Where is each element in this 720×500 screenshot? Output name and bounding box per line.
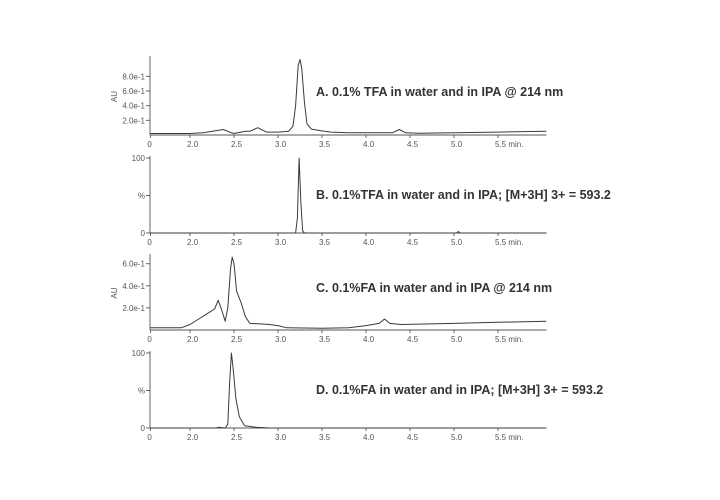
x-tick-label: 0 xyxy=(147,335,152,344)
x-tick-label: 3.0 xyxy=(275,335,287,344)
y-axis-label: AU xyxy=(110,287,119,298)
y-tick-label: 2.0e-1 xyxy=(122,304,145,313)
x-tick-label: 5.5 min. xyxy=(495,335,523,344)
x-tick-label: 4.5 xyxy=(407,238,419,247)
x-tick-label: 3.5 xyxy=(319,433,331,442)
x-tick-label: 4.5 xyxy=(407,140,419,149)
y-tick-label: 6.0e-1 xyxy=(122,87,145,96)
y-tick-label: 0 xyxy=(141,424,146,433)
x-tick-label: 2.0 xyxy=(187,433,199,442)
x-tick-label: 4.5 xyxy=(407,335,419,344)
x-tick-label: 2.5 xyxy=(231,238,243,247)
panel-d: 0 2.0 2.5 3.0 3.5 4.0 4.5 5.0 5.5 min. 0% 100 D. 0.… xyxy=(132,349,604,442)
x-tick-label: 5.0 xyxy=(451,335,463,344)
x-tick-label: 3.0 xyxy=(275,433,287,442)
x-tick-label: 2.0 xyxy=(187,140,199,149)
panel-title: B. 0.1%TFA in water and in IPA; [M+3H] 3… xyxy=(316,188,611,202)
x-tick-label: 0 xyxy=(147,238,152,247)
series-line xyxy=(150,352,547,429)
series-line xyxy=(150,256,547,329)
panel-title: D. 0.1%FA in water and in IPA; [M+3H] 3+… xyxy=(316,383,603,397)
y-tick-label: 4.0e-1 xyxy=(122,102,145,111)
x-tick-label: 3.5 xyxy=(319,335,331,344)
x-tick-label: 3.0 xyxy=(275,238,287,247)
series-line xyxy=(150,59,547,134)
x-tick-label: 3.5 xyxy=(319,238,331,247)
panel-title: C. 0.1%FA in water and in IPA @ 214 nm xyxy=(316,281,552,295)
y-tick-label: 4.0e-1 xyxy=(122,282,145,291)
y-tick-label: 8.0e-1 xyxy=(122,72,145,81)
panel-a: 0 2.0 2.5 3.0 3.5 4.0 4.5 5.0 5.5 min. 2.0e-1 4.0e… xyxy=(110,56,563,149)
x-tick-label: 4.5 xyxy=(407,433,419,442)
y-tick-label: 6.0e-1 xyxy=(122,260,145,269)
x-tick-label: 5.0 xyxy=(451,433,463,442)
x-tick-label: 5.0 xyxy=(451,238,463,247)
series-line xyxy=(150,157,547,234)
x-tick-label: 5.5 min. xyxy=(495,433,523,442)
x-tick-label: 4.0 xyxy=(363,140,375,149)
y-tick-label: % xyxy=(138,192,145,201)
x-tick-label: 0 xyxy=(147,140,152,149)
x-tick-label: 3.0 xyxy=(275,140,287,149)
panel-b: 0 2.0 2.5 3.0 3.5 4.0 4.5 5.0 5.5 min. 0% 100 B. 0.… xyxy=(132,154,611,247)
x-tick-label: 2.0 xyxy=(187,238,199,247)
y-tick-label: 0 xyxy=(141,229,146,238)
x-tick-label: 0 xyxy=(147,433,152,442)
x-tick-label: 5.0 xyxy=(451,140,463,149)
y-tick-label: 2.0e-1 xyxy=(122,116,145,125)
x-tick-label: 3.5 xyxy=(319,140,331,149)
x-tick-label: 4.0 xyxy=(363,238,375,247)
x-tick-label: 2.5 xyxy=(231,140,243,149)
x-tick-label: 5.5 min. xyxy=(495,238,523,247)
x-tick-label: 2.5 xyxy=(231,335,243,344)
panel-c: 0 2.0 2.5 3.0 3.5 4.0 4.5 5.0 5.5 min. 2.0e-1 4.0e… xyxy=(110,254,552,344)
y-tick-label: 100 xyxy=(132,154,146,163)
y-tick-label: 100 xyxy=(132,349,146,358)
panel-title: A. 0.1% TFA in water and in IPA @ 214 nm xyxy=(316,85,563,99)
x-tick-label: 5.5 min. xyxy=(495,140,523,149)
x-tick-label: 4.0 xyxy=(363,335,375,344)
y-tick-label: % xyxy=(138,387,145,396)
y-axis-label: AU xyxy=(110,91,119,102)
x-tick-label: 2.5 xyxy=(231,433,243,442)
x-tick-label: 4.0 xyxy=(363,433,375,442)
x-tick-label: 2.0 xyxy=(187,335,199,344)
